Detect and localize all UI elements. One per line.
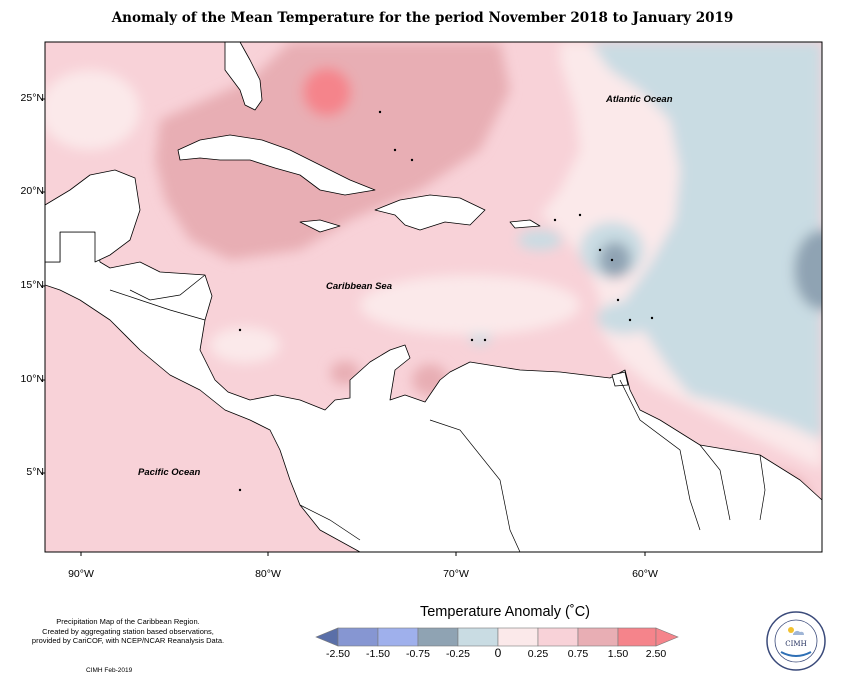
lat-label-10: 10°N	[20, 373, 44, 385]
footer-note: Precipitation Map of the Caribbean Regio…	[8, 617, 248, 646]
legend-tick: 0.25	[527, 648, 549, 660]
island-dot	[628, 318, 632, 322]
sun-icon	[788, 627, 794, 633]
cimh-logo: CIMH	[766, 611, 826, 671]
island-dot	[410, 158, 414, 162]
island-dot	[378, 110, 382, 114]
footer-note-line: provided by CariCOF, with NCEP/NCAR Rean…	[31, 636, 225, 645]
footer-credit: CIMH Feb-2019	[86, 667, 133, 674]
lon-label-90w: 90°W	[68, 568, 94, 580]
land-yucatan	[45, 169, 141, 263]
lon-label-80w: 80°W	[255, 568, 281, 580]
legend-swatch	[315, 627, 339, 647]
map-frame	[44, 41, 823, 553]
legend-tick: 0	[494, 646, 502, 660]
anomaly-zone-cool-pr	[518, 230, 562, 250]
legend-swatch	[337, 627, 379, 647]
legend-tick: -2.50	[326, 648, 350, 660]
island-dot	[238, 488, 242, 492]
footer-note-line: Created by aggregating station based obs…	[42, 626, 214, 636]
footer-note-line: Precipitation Map of the Caribbean Regio…	[56, 617, 200, 626]
lat-label-20: 20°N	[20, 185, 44, 197]
label-caribbean-sea: Caribbean Sea	[326, 281, 392, 292]
anomaly-zone-hot-bahamas	[303, 68, 351, 116]
lat-label-5: 5°N	[26, 466, 44, 478]
legend-colorbar	[315, 627, 679, 647]
island-dot	[483, 338, 487, 342]
border-suriname-fguiana	[759, 454, 766, 521]
border-ecuador	[299, 504, 361, 541]
border-venezuela-guyana	[619, 379, 701, 531]
legend-tick: -0.75	[406, 648, 430, 660]
legend-tick: -0.25	[446, 648, 470, 660]
island-dot	[616, 298, 620, 302]
legend-tick: 0.75	[567, 648, 589, 660]
island-dot	[598, 248, 602, 252]
lon-label-70w: 70°W	[443, 568, 469, 580]
anomaly-zone-neutral-gulf	[45, 70, 140, 150]
lat-label-15: 15°N	[20, 279, 44, 291]
legend-swatch	[377, 627, 419, 647]
legend-swatch	[497, 627, 539, 647]
legend-swatch	[577, 627, 619, 647]
island-dot	[553, 218, 557, 222]
legend-title: Temperature Anomaly (˚C)	[419, 604, 591, 620]
anomaly-zone-neutral-caribbean	[360, 275, 580, 335]
island-dot	[578, 213, 582, 217]
legend-swatch	[617, 627, 657, 647]
land-hispaniola	[374, 194, 486, 231]
legend-tick: 1.50	[607, 648, 629, 660]
island-dot	[650, 316, 654, 320]
map-title: Anomaly of the Mean Temperature for the …	[111, 10, 734, 26]
anomaly-zone-cool-atlantic	[590, 42, 822, 440]
lon-label-60w: 60°W	[632, 568, 658, 580]
island-dot	[470, 338, 474, 342]
land-jamaica	[299, 219, 341, 233]
legend-swatch	[655, 627, 679, 647]
label-pacific-ocean: Pacific Ocean	[138, 467, 201, 478]
border-colombia-venezuela	[429, 419, 521, 552]
land-cuba	[177, 134, 376, 196]
island-dot	[393, 148, 397, 152]
legend-tick: 2.50	[645, 648, 667, 660]
island-dot	[610, 258, 614, 262]
legend-swatch	[417, 627, 459, 647]
cloud-icon	[793, 630, 804, 635]
legend-swatch	[537, 627, 579, 647]
border-guyana-suriname	[699, 444, 731, 521]
land-trinidad	[611, 371, 629, 387]
label-atlantic-ocean: Atlantic Ocean	[606, 94, 673, 105]
logo-text: CIMH	[785, 640, 806, 648]
island-dot	[238, 328, 242, 332]
legend-tick: -1.50	[366, 648, 390, 660]
lat-label-25: 25°N	[20, 92, 44, 104]
legend-swatch	[457, 627, 499, 647]
border-nicaragua	[109, 289, 206, 321]
anomaly-zone-neutral-nicaragua	[210, 327, 280, 363]
border-honduras	[129, 274, 206, 301]
anomaly-zone-cool-east	[794, 230, 822, 310]
land-puerto-rico	[509, 219, 541, 229]
anomaly-zone-cool-windward	[597, 302, 653, 334]
anomaly-zone-cool-leewards-core	[599, 242, 631, 278]
land-florida	[224, 42, 263, 111]
